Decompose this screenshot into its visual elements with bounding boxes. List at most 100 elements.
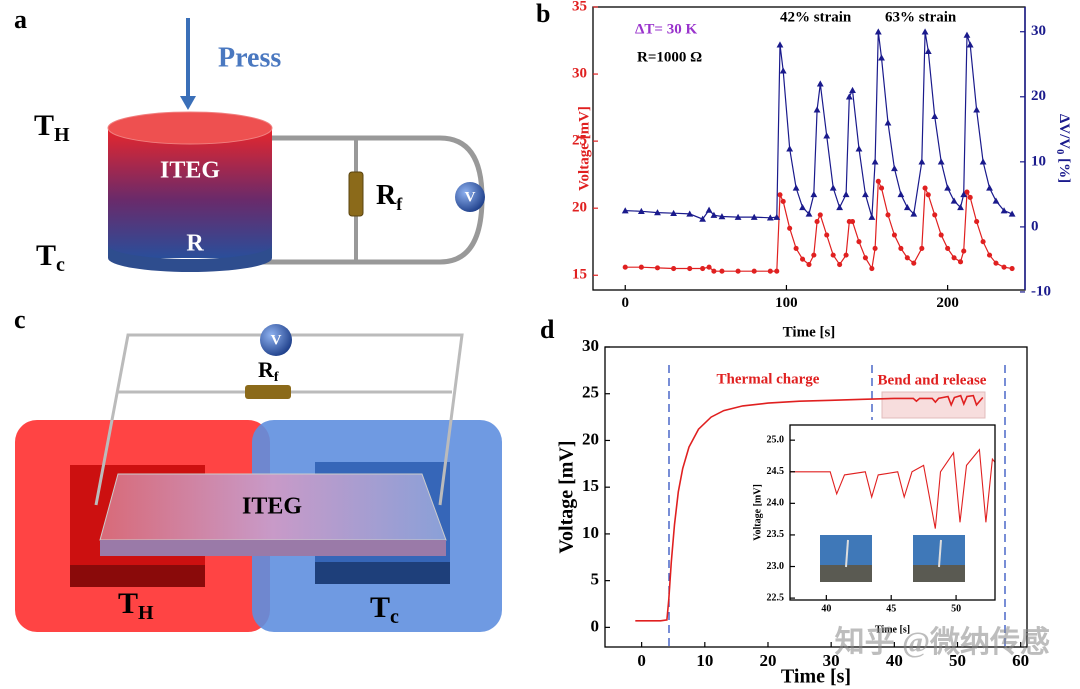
hot-sub: H bbox=[54, 124, 70, 146]
marker bbox=[849, 219, 856, 225]
marker bbox=[779, 67, 787, 74]
marker bbox=[719, 268, 725, 274]
marker bbox=[979, 158, 987, 165]
resistor-label-sub: f bbox=[274, 370, 279, 385]
marker bbox=[945, 245, 951, 251]
hot-main: T bbox=[118, 587, 138, 620]
resistor-label-sub: f bbox=[396, 194, 403, 214]
marker bbox=[793, 245, 799, 251]
hot-sub: H bbox=[138, 602, 154, 624]
x-tick-label: 0 bbox=[621, 295, 629, 311]
marker bbox=[911, 260, 917, 266]
cold-main: T bbox=[36, 239, 56, 272]
press-label: Press bbox=[218, 42, 281, 73]
r-label: R bbox=[186, 231, 204, 257]
wire bbox=[94, 333, 464, 506]
marker bbox=[787, 225, 793, 231]
marker bbox=[862, 190, 869, 198]
marker bbox=[904, 255, 910, 261]
y-tick-label: 15 bbox=[572, 267, 587, 283]
resistor bbox=[348, 171, 364, 217]
x-tick-label: 30 bbox=[823, 651, 840, 670]
marker bbox=[986, 252, 993, 258]
marker bbox=[957, 203, 964, 211]
x-tick-label: 40 bbox=[821, 603, 831, 614]
marker bbox=[950, 197, 958, 204]
y2-axis-label: ΔV/V0 [%] bbox=[1054, 114, 1072, 183]
marker bbox=[780, 198, 786, 205]
marker bbox=[700, 265, 706, 272]
marker bbox=[706, 264, 712, 270]
cylinder-body bbox=[108, 128, 272, 258]
marker bbox=[967, 194, 973, 201]
voltmeter-label: V bbox=[271, 332, 282, 348]
y2-label-main: ΔV/V bbox=[1056, 114, 1072, 149]
hot-pad-front bbox=[70, 565, 205, 587]
resistor-label: Rf bbox=[258, 357, 279, 385]
marker bbox=[966, 41, 974, 48]
marker bbox=[875, 178, 881, 184]
marker bbox=[792, 184, 800, 191]
inset-photo-base bbox=[913, 565, 965, 582]
press-arrow-head bbox=[180, 96, 196, 110]
device-bar-front bbox=[100, 540, 446, 556]
cylinder-top bbox=[107, 111, 273, 145]
marker bbox=[885, 212, 891, 218]
panel-c: c Rf V ITEG TH Tc bbox=[14, 305, 502, 632]
annotation: 42% strain bbox=[780, 9, 852, 25]
inset-photo-base bbox=[820, 565, 872, 582]
marker bbox=[622, 264, 628, 270]
y2-tick-label: -10 bbox=[1031, 283, 1051, 299]
marker bbox=[654, 209, 661, 216]
plot-frame bbox=[789, 424, 996, 601]
wire bbox=[262, 135, 485, 265]
marker bbox=[910, 210, 918, 217]
voltmeter bbox=[455, 182, 485, 212]
marker bbox=[898, 245, 904, 251]
marker bbox=[837, 261, 843, 268]
marker bbox=[878, 185, 885, 191]
cold-main: T bbox=[370, 591, 390, 624]
marker bbox=[973, 106, 981, 113]
voltmeter-label: V bbox=[465, 189, 476, 205]
panel-a: a Press Rf V ITEG R TH Tc bbox=[14, 5, 485, 276]
marker bbox=[868, 213, 876, 220]
marker bbox=[637, 207, 645, 215]
marker bbox=[711, 268, 717, 274]
marker bbox=[823, 132, 831, 139]
x-tick-label: 40 bbox=[886, 651, 903, 670]
marker bbox=[884, 119, 892, 126]
y-tick-label: 24.5 bbox=[767, 466, 785, 477]
marker bbox=[734, 213, 742, 220]
y-tick-label: 22.5 bbox=[767, 592, 785, 603]
marker bbox=[937, 158, 945, 165]
marker bbox=[816, 80, 824, 87]
marker bbox=[897, 190, 905, 198]
y-tick-label: 25 bbox=[572, 133, 587, 149]
marker bbox=[855, 145, 863, 152]
marker bbox=[670, 209, 677, 216]
marker bbox=[806, 261, 812, 268]
data-line bbox=[790, 448, 995, 529]
y-tick-label: 5 bbox=[591, 570, 600, 589]
marker bbox=[799, 203, 806, 211]
marker bbox=[842, 190, 850, 198]
y-axis-label: Voltage [mV] bbox=[752, 484, 763, 541]
marker bbox=[776, 41, 784, 48]
marker bbox=[735, 268, 741, 274]
marker bbox=[992, 197, 1000, 204]
y-tick-label: 30 bbox=[582, 336, 599, 355]
cold-label: Tc bbox=[370, 591, 399, 628]
marker bbox=[963, 31, 971, 38]
marker bbox=[924, 47, 932, 54]
marker bbox=[918, 158, 926, 165]
marker bbox=[836, 203, 844, 211]
marker bbox=[960, 190, 968, 198]
marker bbox=[686, 210, 694, 217]
marker bbox=[891, 164, 898, 172]
marker bbox=[932, 212, 938, 218]
marker bbox=[925, 192, 931, 198]
annotation: ΔT= 30 K bbox=[635, 21, 697, 37]
annotation: R=1000 Ω bbox=[637, 49, 702, 65]
marker bbox=[817, 212, 823, 218]
